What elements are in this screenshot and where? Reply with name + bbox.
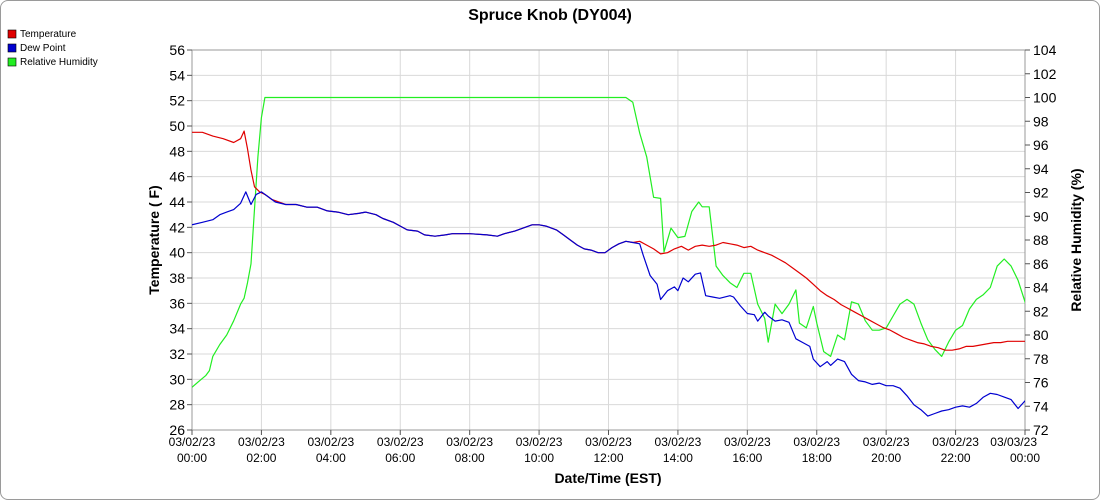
y2-tick-label: 82: [1033, 303, 1049, 319]
y-tick-label: 44: [169, 194, 185, 210]
legend-item-dew-point[interactable]: Dew Point: [7, 43, 66, 54]
y2-tick-label: 98: [1033, 113, 1049, 129]
y2-tick-label: 76: [1033, 375, 1049, 391]
x-tick-date: 03/02/23: [307, 435, 354, 449]
y2-tick-label: 90: [1033, 208, 1049, 224]
legend-swatch: [7, 43, 17, 53]
y-tick-label: 34: [169, 321, 185, 337]
x-tick-date: 03/02/23: [793, 435, 840, 449]
legend: Temperature Dew Point Relative Humidity: [7, 29, 98, 68]
series-line-dew-point: [192, 191, 1025, 417]
y2-tick-label: 100: [1033, 90, 1057, 106]
grid: [191, 49, 1026, 431]
y-tick-label: 50: [169, 118, 185, 134]
x-axis: 03/02/23 00:00 03/02/23 02:00 03/02/23 04:00 0…: [169, 430, 1040, 465]
x-tick-time: 06:00: [385, 451, 415, 465]
y2-tick-label: 104: [1033, 42, 1057, 58]
x-tick-time: 22:00: [941, 451, 971, 465]
y2-axis-title: Relative Humidity (%): [1068, 168, 1084, 311]
x-tick-date: 03/02/23: [655, 435, 702, 449]
series-layer: [192, 96, 1025, 417]
y2-tick-label: 94: [1033, 161, 1049, 177]
legend-swatch: [7, 57, 17, 67]
x-tick-time: 00:00: [177, 451, 207, 465]
y-tick-label: 56: [169, 42, 185, 58]
y-axis-title: Temperature ( F): [146, 185, 162, 294]
x-axis-title: Date/Time (EST): [554, 470, 661, 486]
chart-title: Spruce Knob (DY004): [468, 7, 632, 24]
legend-label: Temperature: [20, 29, 77, 40]
x-tick-date: 03/02/23: [238, 435, 285, 449]
legend-item-relative-humidity[interactable]: Relative Humidity: [7, 57, 98, 68]
y2-tick-label: 86: [1033, 256, 1049, 272]
x-tick-time: 02:00: [246, 451, 276, 465]
y2-tick-label: 72: [1033, 422, 1049, 438]
x-tick-time: 14:00: [663, 451, 693, 465]
y-tick-label: 36: [169, 295, 185, 311]
y2-tick-label: 96: [1033, 137, 1049, 153]
y-axis-right: 72 74 76 78 80 82 84 86 88 90 92 94 96 98 100 102 104: [1025, 42, 1057, 438]
y2-tick-label: 80: [1033, 327, 1049, 343]
y-tick-label: 26: [169, 422, 185, 438]
x-tick-time: 04:00: [316, 451, 346, 465]
y2-tick-label: 92: [1033, 185, 1049, 201]
y2-tick-label: 88: [1033, 232, 1049, 248]
y-tick-label: 32: [169, 346, 185, 362]
y-axis-left: 26 28 30 32 34 36 38 40 42 44 46 48 50 52 54 56: [169, 42, 192, 438]
x-tick-date: 03/02/23: [446, 435, 493, 449]
y-tick-label: 52: [169, 93, 185, 109]
legend-item-temperature[interactable]: Temperature: [7, 29, 77, 40]
y2-tick-label: 74: [1033, 398, 1049, 414]
y2-tick-label: 84: [1033, 280, 1049, 296]
legend-label: Relative Humidity: [20, 57, 98, 68]
y-tick-label: 54: [169, 67, 185, 83]
x-tick-date: 03/02/23: [932, 435, 979, 449]
x-tick-time: 10:00: [524, 451, 554, 465]
x-tick-time: 00:00: [1010, 451, 1040, 465]
legend-swatch: [7, 29, 17, 39]
series-line-relative-humidity: [192, 96, 1025, 388]
x-tick-time: 20:00: [871, 451, 901, 465]
x-tick-date: 03/02/23: [585, 435, 632, 449]
x-tick-date: 03/02/23: [724, 435, 771, 449]
y-tick-label: 48: [169, 143, 185, 159]
legend-label: Dew Point: [20, 43, 66, 54]
y2-tick-label: 78: [1033, 351, 1049, 367]
y-tick-label: 38: [169, 270, 185, 286]
x-tick-date: 03/02/23: [516, 435, 563, 449]
y2-tick-label: 102: [1033, 66, 1057, 82]
x-tick-time: 08:00: [455, 451, 485, 465]
y-tick-label: 40: [169, 245, 185, 261]
x-tick-date: 03/02/23: [863, 435, 910, 449]
y-tick-label: 46: [169, 169, 185, 185]
x-tick-time: 18:00: [802, 451, 832, 465]
y-tick-label: 30: [169, 371, 185, 387]
y-tick-label: 28: [169, 397, 185, 413]
y-tick-label: 42: [169, 219, 185, 235]
x-tick-date: 03/02/23: [169, 435, 216, 449]
x-tick-time: 16:00: [732, 451, 762, 465]
x-tick-date: 03/02/23: [377, 435, 424, 449]
x-tick-date: 03/03/23: [990, 435, 1037, 449]
x-tick-time: 12:00: [593, 451, 623, 465]
